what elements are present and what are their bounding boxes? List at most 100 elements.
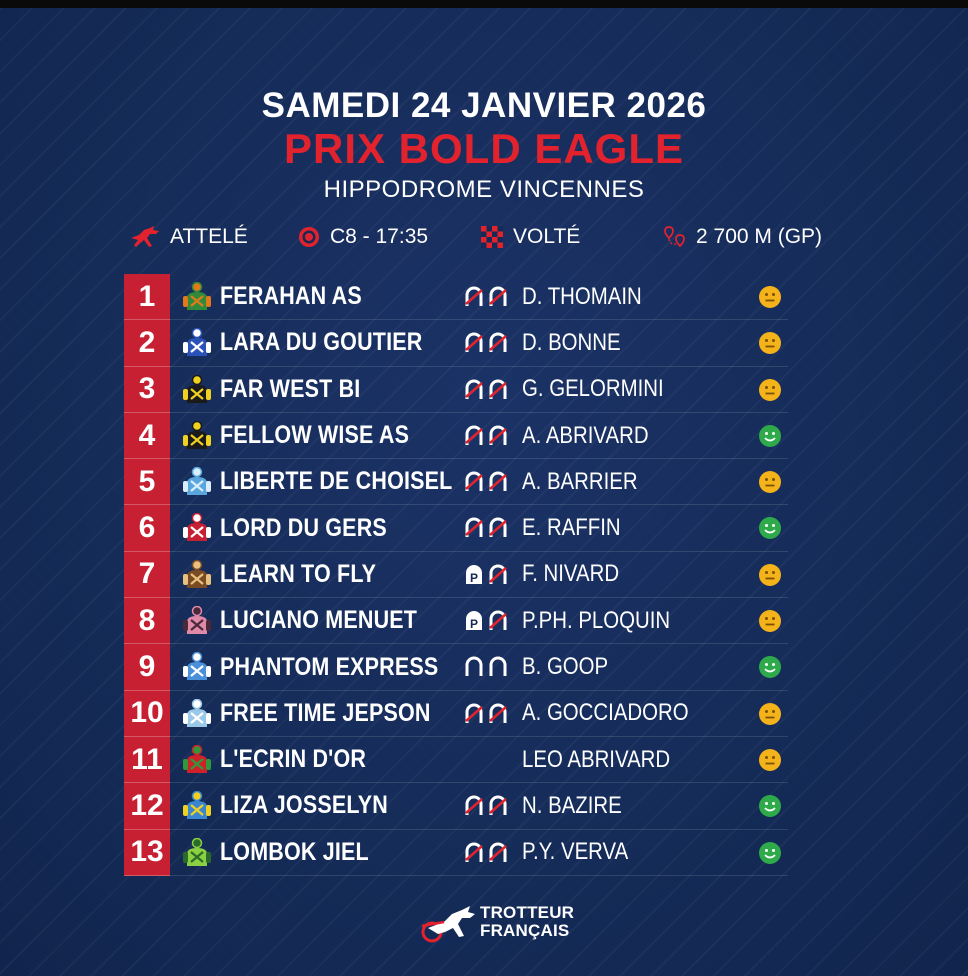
shoeing-icon xyxy=(462,749,510,771)
jockey-silks-icon xyxy=(183,420,211,449)
shoeing-icon xyxy=(465,656,507,677)
start-type-label: VOLTÉ xyxy=(513,225,581,248)
runner-number: 6 xyxy=(124,505,170,552)
driver-name: F. NIVARD xyxy=(522,560,620,588)
table-row: 1 FERAHAN AS D. THOMAIN xyxy=(124,274,788,321)
trotteur-francais-logo: TROTTEUR FRANÇAIS xyxy=(418,900,588,946)
runner-number: 5 xyxy=(124,459,170,506)
jockey-silks-icon xyxy=(183,837,211,866)
neutral-face-icon xyxy=(759,563,781,586)
svg-text:P: P xyxy=(470,617,478,631)
logo-line-2: FRANÇAIS xyxy=(480,921,570,940)
runner-number: 3 xyxy=(124,366,170,413)
happy-face-icon xyxy=(759,841,781,864)
horse-name: LARA DU GOUTIER xyxy=(220,328,423,357)
table-row: 8 LUCIANO MENUET P P.PH. PLOQUIN xyxy=(124,598,788,645)
table-row: 9 PHANTOM EXPRESS B. GOOP xyxy=(124,644,788,691)
happy-face-icon xyxy=(759,795,781,818)
driver-name: A. GOCCIADORO xyxy=(522,699,689,727)
target-icon xyxy=(299,227,319,247)
driver-name: D. THOMAIN xyxy=(522,282,642,310)
runner-number: 10 xyxy=(124,690,170,737)
shoeing-icon: P xyxy=(466,610,507,631)
table-row: 3 FAR WEST BI G. GELORMINI xyxy=(124,366,788,413)
driver-name: D. BONNE xyxy=(522,328,621,356)
happy-face-icon xyxy=(759,517,781,540)
jockey-silks-icon xyxy=(183,513,211,542)
runner-number: 12 xyxy=(124,783,170,830)
horse-name: PHANTOM EXPRESS xyxy=(220,652,439,681)
driver-name: A. ABRIVARD xyxy=(522,421,649,449)
runner-number: 8 xyxy=(124,598,170,645)
race-header: SAMEDI 24 JANVIER 2026 PRIX BOLD EAGLE H… xyxy=(0,86,968,205)
shoeing-icon xyxy=(465,518,507,538)
jockey-silks-icon xyxy=(183,282,211,310)
horse-name: LIBERTE DE CHOISEL xyxy=(220,467,453,496)
horse-name: L'ECRIN D'OR xyxy=(220,745,367,774)
shoeing-icon xyxy=(465,332,507,353)
shoeing-icon xyxy=(465,795,507,816)
driver-name: P.Y. VERVA xyxy=(522,838,629,866)
shoeing-icon xyxy=(465,842,507,862)
runners-table: 1 FERAHAN AS D. THOMAIN 2 LARA DU GOUTIER… xyxy=(124,274,788,876)
neutral-face-icon xyxy=(759,471,781,494)
horse-name: FELLOW WISE AS xyxy=(220,421,410,450)
logo-line-1: TROTTEUR xyxy=(480,903,575,922)
shoeing-icon xyxy=(465,471,507,492)
top-bar xyxy=(0,0,968,8)
table-row: 12 LIZA JOSSELYN N. BAZIRE xyxy=(124,783,788,830)
table-row: 11 L'ECRIN D'OR LEO ABRIVARD xyxy=(124,736,788,784)
distance-info: 2 700 M (GP) xyxy=(664,220,822,254)
table-row: 7 LEARN TO FLY P F. NIVARD xyxy=(124,551,788,599)
runner-number: 4 xyxy=(124,412,170,460)
race-name: PRIX BOLD EAGLE xyxy=(283,125,685,172)
jockey-silks-icon xyxy=(183,559,211,588)
horse-name: FERAHAN AS xyxy=(220,282,362,311)
race-code-label: C8 - 17:35 xyxy=(330,225,429,248)
race-date: SAMEDI 24 JANVIER 2026 xyxy=(261,86,707,125)
horse-name: LIZA JOSSELYN xyxy=(220,791,388,820)
jockey-silks-icon xyxy=(183,374,211,403)
start-type-info: VOLTÉ xyxy=(481,220,580,254)
table-row: 6 LORD DU GERS E. RAFFIN xyxy=(124,505,788,552)
runner-number: 13 xyxy=(124,829,170,876)
race-code-info: C8 - 17:35 xyxy=(298,220,428,254)
table-row: 5 LIBERTE DE CHOISEL A. BARRIER xyxy=(124,459,788,506)
neutral-face-icon xyxy=(759,702,781,725)
race-info-bar: ATTELÉ C8 - 17:35 VOLTÉ 2 700 M (GP xyxy=(0,220,968,254)
driver-name: P.PH. PLOQUIN xyxy=(522,606,671,634)
distance-label: 2 700 M (GP) xyxy=(696,225,823,248)
jockey-silks-icon xyxy=(183,791,211,820)
route-pin-icon xyxy=(664,226,685,248)
jockey-silks-icon xyxy=(183,744,211,773)
svg-text:P: P xyxy=(470,571,478,585)
table-row: 4 FELLOW WISE AS A. ABRIVARD xyxy=(124,412,788,460)
happy-face-icon xyxy=(759,656,781,679)
jockey-silks-icon xyxy=(183,467,211,496)
driver-name: A. BARRIER xyxy=(522,467,638,495)
driver-name: E. RAFFIN xyxy=(522,514,621,542)
table-row: 10 FREE TIME JEPSON A. GOCCIADORO xyxy=(124,690,788,737)
runner-number: 9 xyxy=(124,644,170,691)
table-row: 2 LARA DU GOUTIER D. BONNE xyxy=(124,320,788,367)
trotter-horse-icon xyxy=(131,226,159,247)
driver-name: LEO ABRIVARD xyxy=(522,745,671,773)
neutral-face-icon xyxy=(759,748,781,771)
jockey-silks-icon xyxy=(183,652,211,681)
shoeing-icon xyxy=(465,379,507,399)
driver-name: B. GOOP xyxy=(522,653,609,681)
runner-number: 1 xyxy=(124,274,170,321)
horse-name: LUCIANO MENUET xyxy=(220,606,418,635)
jockey-silks-icon xyxy=(183,606,211,635)
horse-name: LEARN TO FLY xyxy=(220,559,377,588)
neutral-face-icon xyxy=(759,286,781,308)
happy-face-icon xyxy=(759,424,781,447)
horse-name: LOMBOK JIEL xyxy=(220,837,369,866)
neutral-face-icon xyxy=(759,332,781,355)
neutral-face-icon xyxy=(759,610,781,633)
runner-number: 11 xyxy=(124,736,170,784)
table-row: 13 LOMBOK JIEL P.Y. VERVA xyxy=(124,829,788,876)
driver-name: N. BAZIRE xyxy=(522,791,622,819)
horse-name: FAR WEST BI xyxy=(220,374,361,403)
horse-name: FREE TIME JEPSON xyxy=(220,698,431,727)
